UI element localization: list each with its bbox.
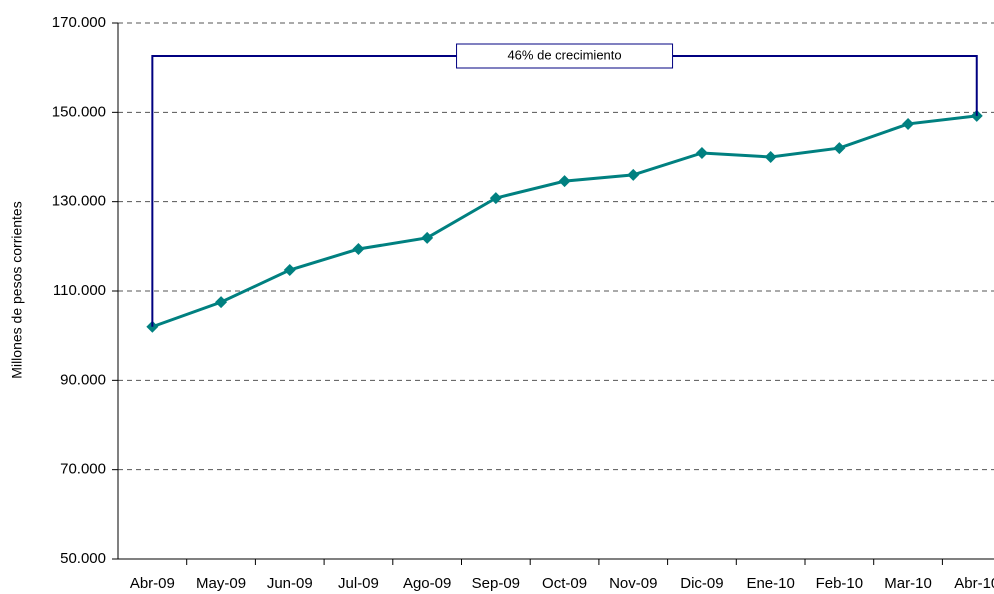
x-tick-label: Mar-10 [884, 575, 932, 592]
y-tick-label: 130.000 [52, 193, 106, 210]
x-tick-label: Feb-10 [816, 575, 864, 592]
x-tick-label: May-09 [196, 575, 246, 592]
data-point [764, 151, 777, 163]
data-point [489, 192, 502, 205]
annotation: 46% de crecimiento [507, 47, 621, 62]
x-tick-label: Oct-09 [542, 575, 587, 592]
data-point [421, 231, 434, 244]
data-point [695, 146, 708, 159]
x-tick-label: Ene-10 [746, 575, 794, 592]
y-axis-label: Millones de pesos corrientes [9, 201, 25, 378]
data-point [352, 243, 365, 256]
growth-bracket [151, 55, 978, 327]
series-line [151, 114, 977, 329]
data-point [283, 264, 296, 277]
x-tick-label: Sep-09 [472, 575, 520, 592]
x-tick-label: Nov-09 [609, 575, 657, 592]
data-point [902, 117, 915, 130]
y-tick-label: 110.000 [53, 282, 106, 299]
data-point [558, 175, 571, 188]
x-tick-label: Abr-10 [954, 575, 994, 592]
x-tick-label: Dic-09 [680, 575, 723, 592]
data-point [215, 296, 228, 309]
y-tick-label: 70.000 [60, 461, 106, 478]
y-tick-label: 170.000 [52, 14, 106, 31]
y-tick-label: 150.000 [52, 103, 106, 120]
x-tick-label: Jun-09 [267, 575, 313, 592]
data-point [627, 168, 640, 181]
x-tick-label: Ago-09 [403, 575, 451, 592]
annotation-box [456, 43, 674, 69]
y-tick-label: 50.000 [60, 550, 106, 567]
data-point [833, 142, 846, 155]
x-tick-label: Abr-09 [130, 575, 175, 592]
y-tick-label: 90.000 [60, 371, 106, 388]
x-tick-label: Jul-09 [338, 575, 379, 592]
